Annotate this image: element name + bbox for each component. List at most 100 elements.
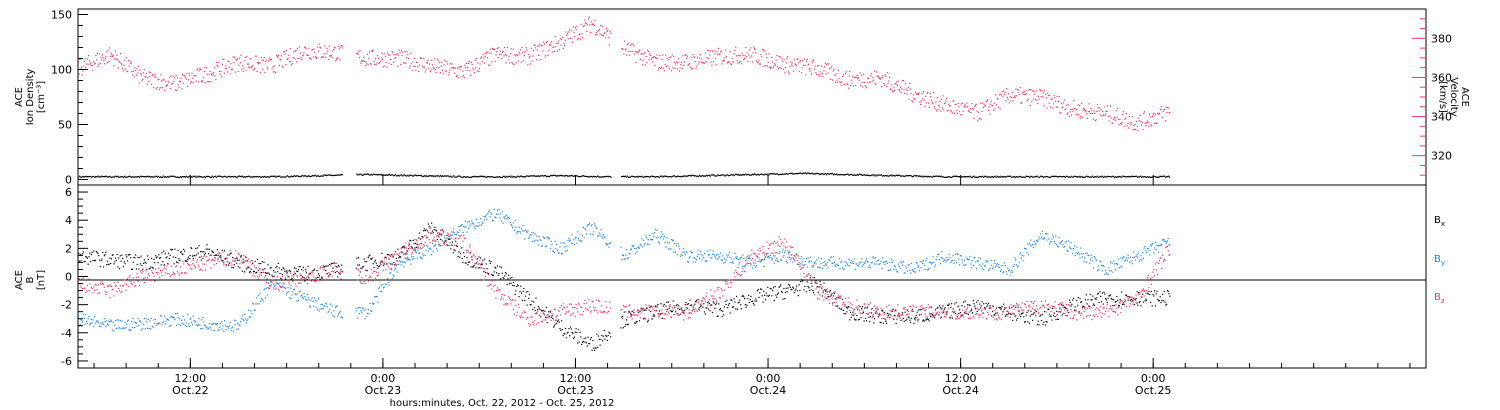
density-series-point xyxy=(403,174,405,176)
bx-series-point xyxy=(542,310,544,312)
bx-series-point xyxy=(972,300,974,302)
density-series-point xyxy=(987,176,990,178)
bx-series-point xyxy=(1037,320,1039,322)
density-series-point xyxy=(123,176,125,178)
velocity-series-point xyxy=(839,81,841,83)
by-series-point xyxy=(516,232,518,234)
velocity-series-point xyxy=(356,52,358,54)
by-series-point xyxy=(109,321,111,323)
velocity-series-point xyxy=(1143,111,1146,113)
by-series xyxy=(78,208,1171,332)
by-series-point xyxy=(522,225,524,227)
density-series-point xyxy=(546,175,549,177)
by-series-point xyxy=(120,328,122,330)
density-series-point xyxy=(519,176,521,178)
density-series-point xyxy=(341,174,343,176)
velocity-series-point xyxy=(964,105,966,107)
velocity-series-point xyxy=(301,59,303,61)
density-series-point xyxy=(281,176,283,178)
bx-series-point xyxy=(745,306,747,308)
bx-series-point xyxy=(147,258,149,261)
by-series-point xyxy=(624,258,626,260)
velocity-series-point xyxy=(410,63,413,65)
bx-series-point xyxy=(169,254,171,256)
by-series-point xyxy=(855,263,857,265)
velocity-series-point xyxy=(1115,119,1117,121)
density-series-point xyxy=(201,176,203,178)
velocity-series-point xyxy=(1078,114,1080,116)
velocity-series-point xyxy=(1124,118,1126,120)
density-series-point xyxy=(577,176,579,178)
bx-series-point xyxy=(132,261,134,263)
velocity-series-point xyxy=(673,61,675,63)
density-series-point xyxy=(798,172,800,175)
density-series-point xyxy=(627,176,629,178)
velocity-series-point xyxy=(445,70,447,72)
bx-series-point xyxy=(788,284,791,287)
by-series-point xyxy=(756,265,758,267)
bx-series-point xyxy=(606,339,608,341)
density-series-point xyxy=(1119,176,1121,178)
velocity-series-point xyxy=(1114,116,1116,118)
by-series-point xyxy=(635,248,637,250)
density-series-point xyxy=(682,175,684,177)
velocity-series-point xyxy=(853,77,855,79)
density-series-point xyxy=(764,173,766,175)
density-series-point xyxy=(626,175,628,177)
bx-series-point xyxy=(359,271,361,273)
density-series-point xyxy=(675,176,678,178)
by-series-point xyxy=(449,242,451,244)
by-series-point xyxy=(361,311,363,313)
bx-series-point xyxy=(452,252,454,254)
bx-series-point xyxy=(420,242,422,245)
bx-series-point xyxy=(223,262,225,264)
velocity-series-point xyxy=(500,54,502,56)
density-series-point xyxy=(991,176,993,178)
velocity-series-point xyxy=(517,60,519,62)
velocity-series-point xyxy=(673,55,675,58)
bx-series-point xyxy=(401,247,403,249)
by-series-point xyxy=(838,258,840,260)
bx-series-point xyxy=(603,329,605,332)
bx-series-point xyxy=(277,271,279,273)
bx-series-point xyxy=(894,309,896,311)
by-series-point xyxy=(288,291,290,293)
by-series-point xyxy=(201,328,203,330)
velocity-series-point xyxy=(751,61,753,63)
density-series-point xyxy=(1023,176,1025,178)
velocity-series-point xyxy=(189,75,191,77)
bx-series-point xyxy=(650,310,652,313)
bx-series-point xyxy=(326,273,328,275)
velocity-series-point xyxy=(564,45,566,47)
velocity-series-point xyxy=(668,67,670,69)
bx-series-point xyxy=(833,292,835,294)
density-series-point xyxy=(1081,176,1083,178)
velocity-series-point xyxy=(408,57,410,60)
density-series-point xyxy=(707,174,709,176)
bx-series-point xyxy=(748,294,750,296)
bx-series-point xyxy=(960,315,962,317)
bx-series-point xyxy=(462,261,464,264)
density-series-point xyxy=(908,175,911,177)
bx-series-point xyxy=(305,268,307,270)
bx-series-point xyxy=(152,267,154,269)
bx-series-point xyxy=(237,266,239,268)
velocity-series-point xyxy=(1032,90,1034,92)
velocity-series-point xyxy=(400,50,402,52)
density-series-point xyxy=(822,173,824,175)
density-series-point xyxy=(1101,175,1103,177)
bx-series-point xyxy=(403,246,405,248)
density-series-point xyxy=(437,175,439,177)
by-series-point xyxy=(759,260,761,262)
density-series-point xyxy=(211,175,213,177)
density-series-point xyxy=(275,176,277,178)
velocity-series-point xyxy=(158,78,160,80)
density-series-point xyxy=(406,175,408,177)
velocity-series-point xyxy=(857,78,859,80)
velocity-series-point xyxy=(901,88,903,90)
density-series-point xyxy=(983,176,985,178)
density-series-point xyxy=(194,175,196,177)
by-series-point xyxy=(790,254,792,256)
by-series-point xyxy=(950,261,952,264)
bx-series-point xyxy=(731,299,733,301)
